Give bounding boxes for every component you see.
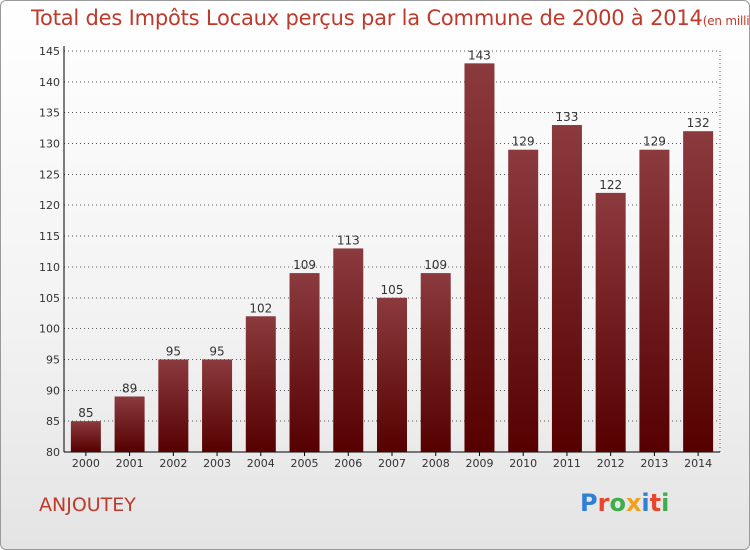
logo-letter: P <box>580 489 598 517</box>
bar <box>377 297 407 452</box>
bar-value-label: 109 <box>424 258 447 272</box>
y-tick-label: 110 <box>39 261 60 274</box>
bar <box>333 248 364 452</box>
x-tick-label: 2013 <box>640 457 668 470</box>
y-tick-label: 115 <box>39 230 60 243</box>
y-tick-label: 135 <box>39 107 60 120</box>
logo-letter: i <box>661 489 670 517</box>
logo-letter: r <box>597 489 610 517</box>
bar-value-label: 85 <box>78 406 93 420</box>
x-tick-label: 2009 <box>465 457 493 470</box>
logo-letter: o <box>609 489 626 517</box>
logo-letter: t <box>649 489 662 517</box>
x-tick-label: 2003 <box>203 457 231 470</box>
x-tick-label: 2004 <box>247 457 275 470</box>
x-tick-label: 2012 <box>597 457 625 470</box>
commune-name: ANJOUTEY <box>39 494 136 516</box>
bar-value-label: 113 <box>337 233 360 247</box>
y-tick-label: 125 <box>39 168 60 181</box>
bar-value-label: 95 <box>166 344 181 358</box>
logo-letter: i <box>641 489 650 517</box>
x-tick-label: 2001 <box>116 457 144 470</box>
x-tick-label: 2014 <box>684 457 712 470</box>
bar <box>289 273 320 452</box>
bar <box>683 131 714 452</box>
bar-value-label: 129 <box>643 135 666 149</box>
proxiti-logo: Proxiti <box>580 489 669 517</box>
bar <box>245 316 276 452</box>
y-tick-label: 95 <box>46 353 60 366</box>
y-tick-label: 85 <box>46 415 60 428</box>
bar <box>70 421 101 452</box>
x-tick-label: 2007 <box>378 457 406 470</box>
y-tick-label: 145 <box>39 45 60 58</box>
bar-value-label: 133 <box>555 110 578 124</box>
chart-unit: (en milliers d'€) <box>702 14 750 28</box>
bar-value-label: 102 <box>249 301 272 315</box>
bar-value-label: 132 <box>687 116 710 130</box>
bar <box>202 359 233 452</box>
y-tick-label: 105 <box>39 292 60 305</box>
x-tick-label: 2008 <box>422 457 450 470</box>
x-tick-label: 2010 <box>509 457 537 470</box>
chart-title-text: Total des Impôts Locaux perçus par la Co… <box>31 6 703 30</box>
bar <box>508 149 539 452</box>
chart-title: Total des Impôts Locaux perçus par la Co… <box>31 6 750 30</box>
x-tick-label: 2002 <box>159 457 187 470</box>
bar <box>420 273 451 452</box>
x-tick-label: 2011 <box>553 457 581 470</box>
bar <box>639 149 670 452</box>
logo-letter: x <box>625 489 642 517</box>
y-tick-label: 140 <box>39 76 60 89</box>
bar-value-label: 105 <box>381 283 404 297</box>
bar <box>464 63 495 452</box>
bar-value-label: 143 <box>468 48 491 62</box>
x-tick-label: 2006 <box>334 457 362 470</box>
y-tick-label: 80 <box>46 446 60 459</box>
y-tick-label: 120 <box>39 199 60 212</box>
bar-value-label: 109 <box>293 258 316 272</box>
x-tick-label: 2000 <box>72 457 100 470</box>
bar <box>114 396 145 452</box>
bar <box>551 125 582 453</box>
bar <box>158 359 189 452</box>
bar-value-label: 129 <box>512 135 535 149</box>
bar-value-label: 89 <box>122 381 137 395</box>
bar <box>595 192 626 452</box>
y-tick-label: 130 <box>39 138 60 151</box>
bar-value-label: 122 <box>599 178 622 192</box>
x-tick-label: 2005 <box>291 457 319 470</box>
y-tick-label: 100 <box>39 323 60 336</box>
bar-value-label: 95 <box>209 344 224 358</box>
y-tick-label: 90 <box>46 384 60 397</box>
